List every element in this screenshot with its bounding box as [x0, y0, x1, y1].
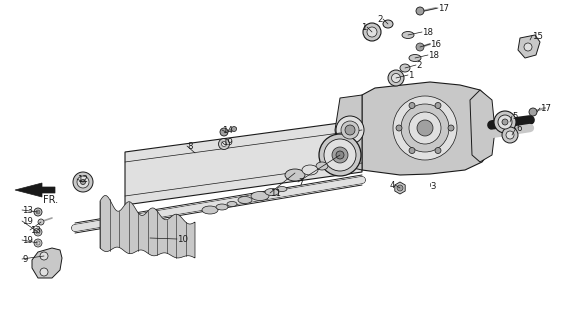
- Text: 11: 11: [270, 188, 281, 197]
- Ellipse shape: [336, 151, 344, 159]
- Text: 4: 4: [390, 180, 395, 189]
- Circle shape: [222, 141, 226, 147]
- Circle shape: [416, 43, 424, 51]
- Circle shape: [40, 252, 48, 260]
- Text: 17: 17: [540, 103, 551, 113]
- Ellipse shape: [345, 125, 355, 135]
- Text: 17: 17: [438, 4, 449, 12]
- Ellipse shape: [336, 116, 364, 144]
- Circle shape: [232, 126, 236, 132]
- Ellipse shape: [400, 64, 410, 72]
- Circle shape: [448, 125, 454, 131]
- Ellipse shape: [409, 112, 441, 144]
- Circle shape: [36, 230, 40, 234]
- Ellipse shape: [393, 96, 457, 160]
- Ellipse shape: [409, 54, 421, 61]
- Ellipse shape: [402, 31, 414, 38]
- Text: 14: 14: [222, 125, 233, 134]
- Circle shape: [409, 148, 415, 154]
- Circle shape: [529, 108, 537, 116]
- Circle shape: [34, 208, 42, 216]
- Circle shape: [40, 268, 48, 276]
- Polygon shape: [395, 182, 405, 194]
- Text: 18: 18: [428, 51, 439, 60]
- Ellipse shape: [73, 172, 93, 192]
- Ellipse shape: [494, 111, 516, 133]
- Polygon shape: [518, 35, 540, 58]
- Polygon shape: [15, 183, 55, 197]
- Polygon shape: [362, 82, 492, 175]
- Ellipse shape: [388, 70, 404, 86]
- Ellipse shape: [417, 120, 433, 136]
- Text: 2: 2: [377, 14, 383, 23]
- Text: 3: 3: [430, 181, 435, 190]
- Ellipse shape: [302, 165, 318, 175]
- Circle shape: [416, 7, 424, 15]
- Text: 13: 13: [22, 205, 33, 214]
- Ellipse shape: [341, 121, 359, 139]
- Ellipse shape: [319, 134, 361, 176]
- Polygon shape: [32, 248, 62, 278]
- Circle shape: [219, 139, 229, 149]
- Ellipse shape: [238, 196, 252, 204]
- Text: 1: 1: [362, 22, 367, 31]
- Text: 9: 9: [22, 254, 27, 263]
- Circle shape: [409, 102, 415, 108]
- Ellipse shape: [77, 176, 89, 188]
- Ellipse shape: [316, 162, 328, 170]
- Text: 8: 8: [187, 141, 192, 150]
- Circle shape: [220, 128, 228, 136]
- Text: 19: 19: [222, 138, 233, 147]
- Ellipse shape: [401, 104, 449, 152]
- Ellipse shape: [324, 139, 356, 171]
- Text: 7: 7: [298, 178, 304, 187]
- Circle shape: [34, 239, 42, 247]
- Ellipse shape: [332, 147, 348, 163]
- Ellipse shape: [285, 169, 305, 181]
- Ellipse shape: [265, 188, 279, 196]
- Polygon shape: [125, 120, 362, 205]
- Ellipse shape: [383, 20, 393, 28]
- Circle shape: [36, 210, 40, 214]
- Text: 19: 19: [22, 236, 33, 244]
- Text: 12: 12: [77, 174, 88, 183]
- Text: 6: 6: [516, 124, 521, 132]
- Text: 10: 10: [177, 235, 188, 244]
- Ellipse shape: [251, 191, 269, 201]
- Ellipse shape: [498, 115, 512, 129]
- Ellipse shape: [502, 127, 518, 143]
- Polygon shape: [335, 95, 362, 170]
- Ellipse shape: [391, 74, 401, 83]
- Polygon shape: [470, 90, 495, 162]
- Text: 13: 13: [30, 226, 41, 235]
- Text: 15: 15: [532, 31, 543, 41]
- Ellipse shape: [277, 187, 287, 191]
- Text: 18: 18: [422, 28, 433, 36]
- Circle shape: [36, 241, 40, 245]
- Ellipse shape: [227, 202, 237, 206]
- Ellipse shape: [367, 27, 377, 37]
- Circle shape: [34, 228, 42, 236]
- Text: 1: 1: [408, 70, 414, 79]
- Text: 5: 5: [512, 111, 518, 121]
- Polygon shape: [100, 196, 195, 258]
- Ellipse shape: [363, 23, 381, 41]
- Text: FR.: FR.: [43, 195, 58, 205]
- Circle shape: [524, 43, 532, 51]
- Text: 19: 19: [22, 217, 33, 226]
- Ellipse shape: [506, 131, 514, 139]
- Ellipse shape: [81, 180, 85, 185]
- Circle shape: [435, 148, 441, 154]
- Circle shape: [435, 102, 441, 108]
- Ellipse shape: [202, 206, 218, 214]
- Text: 2: 2: [416, 60, 422, 69]
- Ellipse shape: [502, 119, 508, 125]
- Circle shape: [38, 219, 44, 225]
- Text: 16: 16: [430, 39, 441, 49]
- Ellipse shape: [216, 204, 228, 210]
- Circle shape: [396, 125, 402, 131]
- Circle shape: [397, 185, 403, 191]
